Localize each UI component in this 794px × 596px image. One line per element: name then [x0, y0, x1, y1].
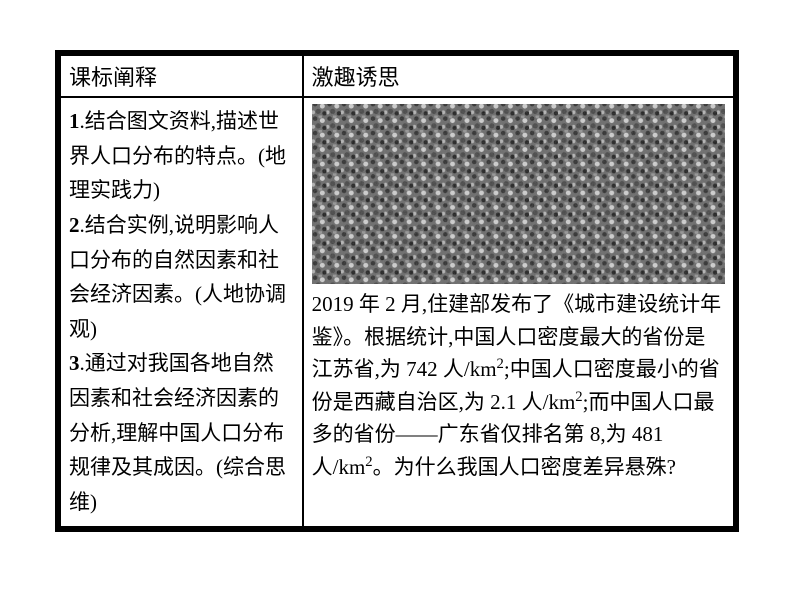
- left-cell: 1.结合图文资料,描述世界人口分布的特点。(地理实践力) 2.结合实例,说明影响…: [60, 97, 303, 527]
- text-1: .结合图文资料,描述世界人口分布的特点。(地理实践力): [69, 109, 286, 202]
- objective-1: 1.结合图文资料,描述世界人口分布的特点。(地理实践力): [69, 104, 294, 208]
- objective-2: 2.结合实例,说明影响人口分布的自然因素和社会经济因素。(人地协调观): [69, 208, 294, 347]
- header-row: 课标阐释 激趣诱思: [60, 55, 734, 97]
- content-table: 课标阐释 激趣诱思 1.结合图文资料,描述世界人口分布的特点。(地理实践力) 2…: [59, 54, 735, 528]
- num-1: 1: [69, 109, 80, 133]
- num-2: 2: [69, 213, 80, 237]
- right-cell: 2019 年 2 月,住建部发布了《城市建设统计年鉴》。根据统计,中国人口密度最…: [303, 97, 734, 527]
- p1d: 。为什么我国人口密度差异悬殊?: [373, 455, 676, 479]
- sup3: 2: [365, 454, 372, 470]
- right-paragraph: 2019 年 2 月,住建部发布了《城市建设统计年鉴》。根据统计,中国人口密度最…: [312, 288, 725, 483]
- content-table-wrap: 课标阐释 激趣诱思 1.结合图文资料,描述世界人口分布的特点。(地理实践力) 2…: [55, 50, 739, 532]
- num-3: 3: [69, 351, 80, 375]
- text-3: .通过对我国各地自然因素和社会经济因素的分析,理解中国人口分布规律及其成因。(综…: [69, 351, 286, 514]
- sup2: 2: [575, 389, 582, 405]
- crowd-photo: [312, 104, 725, 284]
- sup1: 2: [497, 356, 504, 372]
- body-row: 1.结合图文资料,描述世界人口分布的特点。(地理实践力) 2.结合实例,说明影响…: [60, 97, 734, 527]
- text-2: .结合实例,说明影响人口分布的自然因素和社会经济因素。(人地协调观): [69, 213, 286, 341]
- objective-3: 3.通过对我国各地自然因素和社会经济因素的分析,理解中国人口分布规律及其成因。(…: [69, 346, 294, 519]
- header-left: 课标阐释: [60, 55, 303, 97]
- header-right: 激趣诱思: [303, 55, 734, 97]
